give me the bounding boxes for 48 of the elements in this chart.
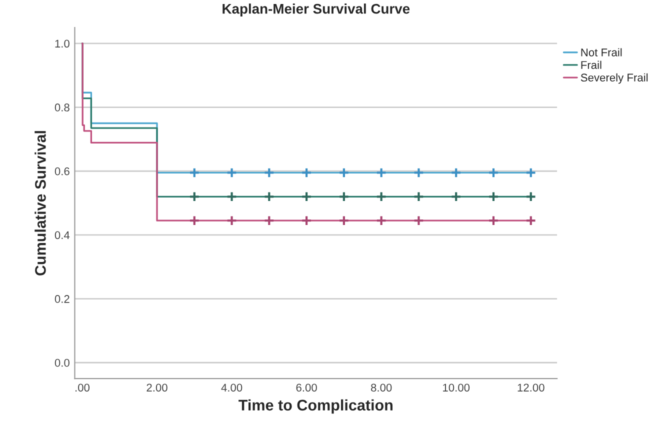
x-axis-title: Time to Complication xyxy=(238,399,392,414)
point xyxy=(488,167,499,178)
chart-title: Kaplan-Meier Survival Curve xyxy=(222,4,410,16)
legend-label: Frail xyxy=(581,60,602,69)
y-tick-label: 0.0 xyxy=(54,358,70,367)
y-tick-label: 0.6 xyxy=(54,167,70,176)
y-tick-label: 0.2 xyxy=(54,295,70,303)
point xyxy=(301,167,312,178)
y-tick-label: 0.8 xyxy=(54,104,70,112)
point xyxy=(376,191,387,202)
point xyxy=(413,215,424,226)
point xyxy=(264,191,275,202)
point xyxy=(338,191,350,202)
x-tick-label: 10.00 xyxy=(443,384,470,392)
point xyxy=(488,215,499,226)
legend-label: Not Frail xyxy=(581,48,622,56)
y-tick-label: 1.0 xyxy=(55,40,70,48)
point xyxy=(488,191,499,202)
x-tick-label: 6.00 xyxy=(296,384,317,392)
point xyxy=(413,191,424,202)
point xyxy=(226,215,238,226)
point xyxy=(264,167,275,178)
x-tick-label: 12.00 xyxy=(518,384,544,392)
y-tick-label: 0.4 xyxy=(54,231,70,240)
point xyxy=(226,167,238,178)
point xyxy=(525,191,536,202)
x-tick-label: .00 xyxy=(76,384,90,392)
point xyxy=(338,215,350,226)
point xyxy=(525,167,536,178)
point xyxy=(301,191,312,202)
x-tick-label: 4.00 xyxy=(221,384,242,392)
point xyxy=(226,191,238,202)
point xyxy=(188,191,200,202)
y-axis-title: Cumulative Survival xyxy=(34,131,46,276)
point xyxy=(450,191,462,202)
point xyxy=(301,215,312,226)
point xyxy=(188,167,200,178)
x-tick-label: 2.00 xyxy=(146,384,168,392)
point xyxy=(188,215,200,226)
point xyxy=(338,167,350,178)
point xyxy=(525,215,536,226)
point xyxy=(264,215,275,226)
x-tick-label: 8.00 xyxy=(371,384,392,392)
point xyxy=(376,215,387,226)
point xyxy=(413,167,424,178)
point xyxy=(450,167,462,178)
legend-label: Severely Frail xyxy=(580,73,648,84)
point xyxy=(376,167,387,178)
